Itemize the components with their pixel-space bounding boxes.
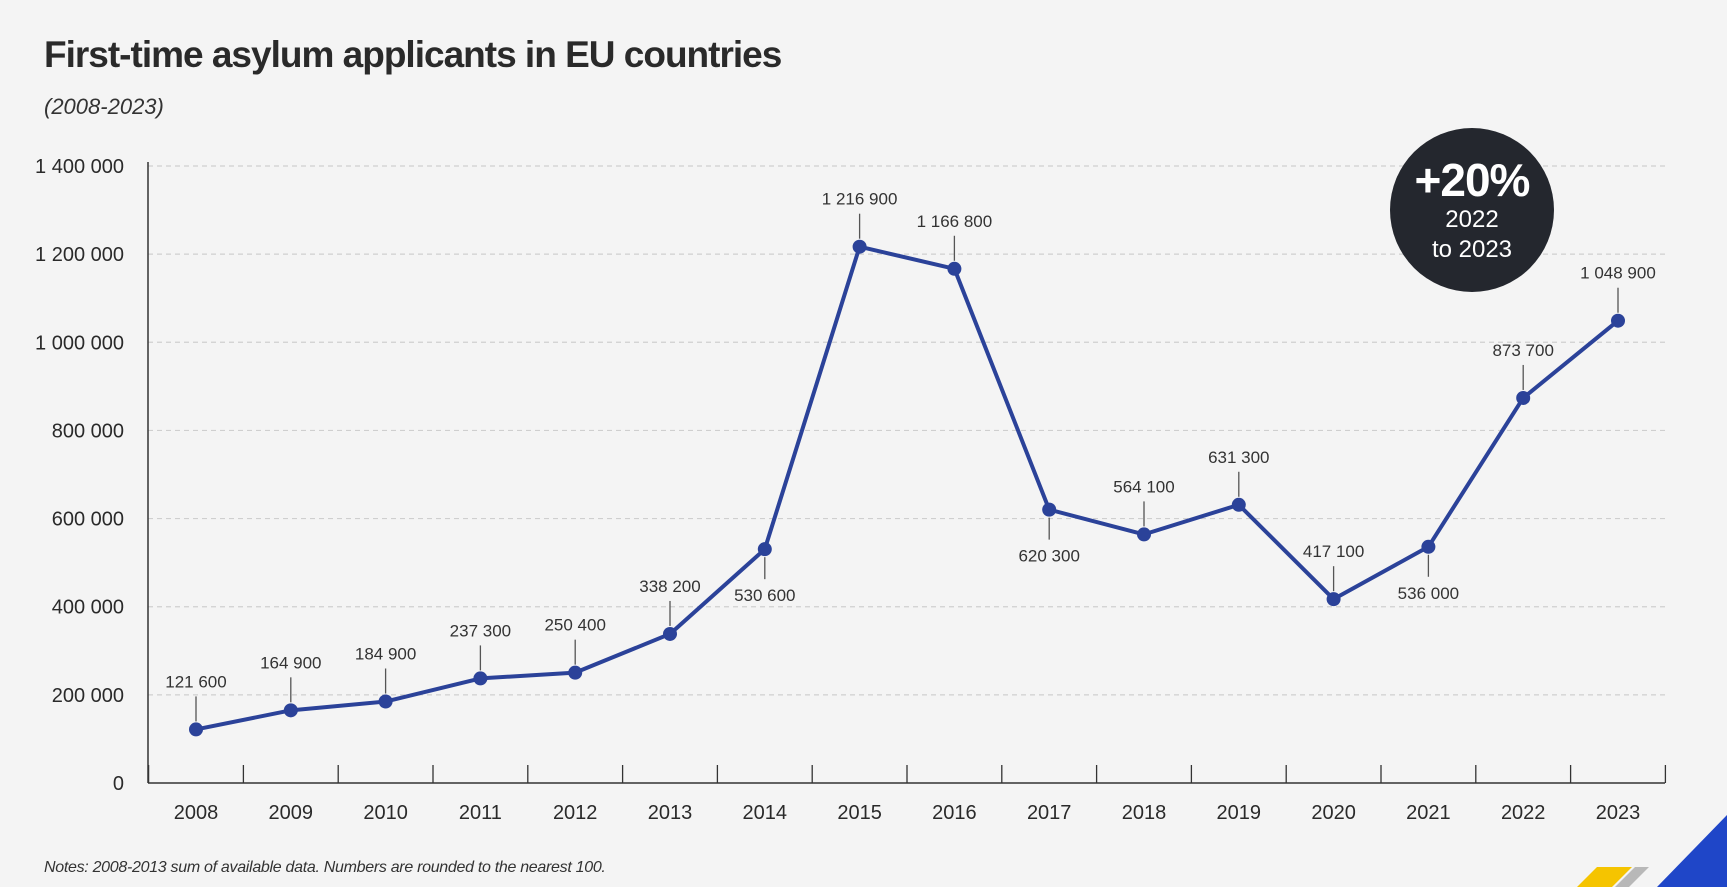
x-tick-label: 2019 bbox=[1217, 802, 1262, 824]
y-tick-label: 1 000 000 bbox=[35, 332, 124, 354]
data-point bbox=[1421, 539, 1436, 554]
x-tick-label: 2014 bbox=[743, 802, 788, 824]
y-tick-label: 800 000 bbox=[52, 420, 124, 442]
data-label: 620 300 bbox=[1018, 547, 1079, 566]
data-label: 338 200 bbox=[639, 577, 700, 596]
series-line bbox=[195, 244, 1620, 732]
badge-period-start: 2022 bbox=[1445, 206, 1499, 233]
data-point bbox=[1042, 502, 1057, 517]
x-tick-label: 2013 bbox=[648, 802, 693, 824]
y-tick-label: 600 000 bbox=[52, 509, 124, 531]
logo-yellow-stripe bbox=[1577, 867, 1632, 887]
x-tick-label: 2008 bbox=[174, 802, 219, 824]
data-label: 1 048 900 bbox=[1580, 264, 1656, 283]
x-tick-label: 2012 bbox=[553, 802, 598, 824]
grid-lines bbox=[148, 165, 1665, 696]
x-tick-label: 2023 bbox=[1596, 802, 1641, 824]
data-label: 530 600 bbox=[734, 586, 795, 605]
logo-blue-stripe bbox=[1657, 815, 1727, 887]
data-point bbox=[663, 626, 677, 641]
data-point bbox=[1231, 497, 1246, 512]
y-tick-label: 400 000 bbox=[52, 597, 124, 619]
data-label: 164 900 bbox=[260, 653, 321, 672]
data-point bbox=[189, 722, 203, 737]
data-label: 873 700 bbox=[1492, 341, 1553, 360]
y-tick-label: 1 200 000 bbox=[35, 244, 124, 266]
x-tick-label: 2009 bbox=[269, 802, 314, 824]
data-point bbox=[1326, 592, 1341, 607]
data-point bbox=[1137, 527, 1151, 542]
data-point bbox=[378, 694, 393, 709]
data-point bbox=[757, 542, 772, 557]
data-label: 536 000 bbox=[1398, 584, 1459, 603]
data-point bbox=[947, 261, 962, 276]
data-point bbox=[852, 239, 867, 254]
data-label: 250 400 bbox=[544, 616, 605, 635]
x-tick-label: 2011 bbox=[459, 802, 502, 824]
data-points bbox=[189, 239, 1625, 737]
data-label: 184 900 bbox=[355, 645, 416, 664]
data-point bbox=[568, 665, 583, 680]
x-tick-label: 2010 bbox=[363, 802, 408, 824]
y-tick-label: 0 bbox=[113, 773, 124, 795]
x-tick-label: 2016 bbox=[932, 802, 977, 824]
data-label: 417 100 bbox=[1303, 542, 1364, 561]
chart-title: First-time asylum applicants in EU count… bbox=[44, 34, 782, 75]
data-point bbox=[473, 671, 488, 686]
axes: 0 200 000 400 000 600 000 800 000 1 000 000 1 … bbox=[35, 156, 1667, 824]
data-point bbox=[283, 703, 298, 718]
change-badge: +20% 2022 to 2023 bbox=[1390, 128, 1554, 292]
data-labels: 121 600 164 900 184 900 237 300 250 400 338 2… bbox=[165, 190, 1656, 722]
data-point bbox=[1516, 390, 1531, 405]
data-label: 1 166 800 bbox=[917, 212, 993, 231]
corner-logo-decoration bbox=[1577, 815, 1727, 887]
x-tick-label: 2017 bbox=[1027, 802, 1072, 824]
data-label: 564 100 bbox=[1113, 477, 1174, 496]
chart-subtitle: (2008-2023) bbox=[44, 94, 164, 119]
y-tick-label: 200 000 bbox=[52, 685, 124, 707]
data-label: 1 216 900 bbox=[822, 190, 898, 209]
badge-period-end: to 2023 bbox=[1431, 236, 1513, 263]
chart-notes: Notes: 2008-2013 sum of available data. … bbox=[44, 859, 606, 876]
x-tick-label: 2018 bbox=[1122, 802, 1167, 824]
logo-grey-stripe bbox=[1615, 867, 1649, 887]
x-tick-label: 2022 bbox=[1501, 802, 1546, 824]
data-label: 121 600 bbox=[165, 672, 226, 691]
data-label: 237 300 bbox=[450, 621, 511, 640]
data-point bbox=[1611, 313, 1625, 328]
y-tick-label: 1 400 000 bbox=[35, 156, 124, 178]
data-label: 631 300 bbox=[1208, 448, 1269, 467]
x-tick-label: 2020 bbox=[1311, 802, 1356, 824]
x-tick-label: 2015 bbox=[837, 802, 882, 824]
x-tick-label: 2021 bbox=[1406, 802, 1451, 824]
series-line-layer bbox=[195, 244, 1620, 732]
badge-percent: +20% bbox=[1414, 154, 1531, 206]
